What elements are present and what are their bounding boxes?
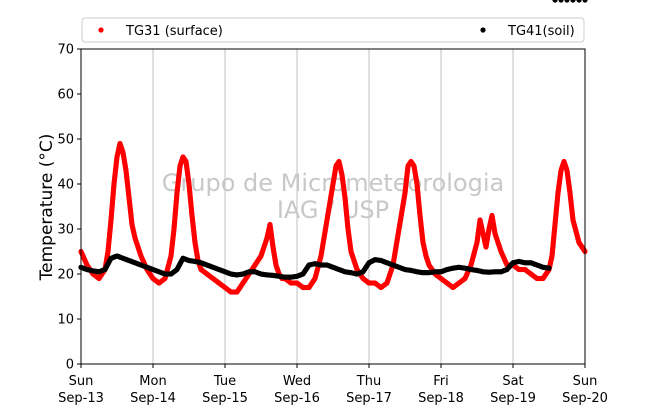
x-tick-label-date: Sep-18 (418, 391, 464, 406)
x-tick-label-date: Sep-20 (562, 391, 608, 406)
data-point (570, 0, 576, 3)
data-point (576, 0, 582, 3)
y-tick-label: 20 (57, 268, 74, 283)
data-series (78, 0, 588, 295)
y-tick-label: 0 (66, 358, 74, 373)
x-tick-label-day: Thu (356, 374, 381, 389)
x-grid (152, 49, 514, 364)
legend-label-soil: TG41(soil) (507, 24, 575, 39)
x-tick-label-day: Mon (139, 374, 166, 389)
y-tick-label: 70 (57, 43, 74, 58)
x-tick-label-date: Sep-14 (130, 391, 176, 406)
y-axis-label: Temperature (°C) (37, 134, 57, 282)
series-soil (78, 0, 588, 280)
y-tick-label: 40 (57, 178, 74, 193)
y-tick-label: 60 (57, 88, 74, 103)
x-tick-label-day: Wed (283, 374, 311, 389)
x-tick-label-date: Sep-13 (58, 391, 104, 406)
data-point (564, 0, 570, 3)
x-tick-label-day: Sun (69, 374, 94, 389)
watermark-line-2: IAG / USP (277, 196, 389, 224)
x-tick-label-date: Sep-16 (274, 391, 320, 406)
x-tick-label-day: Sun (573, 374, 598, 389)
legend-label-surface: TG31 (surface) (125, 24, 223, 39)
legend-box (81, 17, 585, 43)
legend-marker-soil (480, 27, 486, 33)
x-tick-label-day: Tue (213, 374, 236, 389)
series-surface (78, 140, 588, 295)
x-axis: Sun Sep-13 Mon Sep-14 Tue Sep-15 Wed Sep-16 Thu S… (58, 364, 608, 406)
x-tick-label-day: Sat (502, 374, 523, 389)
plot-frame (80, 48, 586, 365)
y-tick-label: 10 (57, 313, 74, 328)
y-tick-label: 50 (57, 133, 74, 148)
data-point (558, 0, 564, 3)
x-tick-label-date: Sep-17 (346, 391, 392, 406)
y-axis: 0 10 20 30 40 50 60 70 (57, 43, 81, 373)
data-point (552, 0, 558, 3)
legend-marker-surface (98, 27, 104, 33)
data-point (582, 0, 588, 3)
x-tick-label-day: Fri (433, 374, 449, 389)
legend: TG31 (surface) TG41(soil) (81, 17, 585, 43)
x-tick-label-date: Sep-15 (202, 391, 248, 406)
y-tick-label: 30 (57, 223, 74, 238)
data-point (546, 265, 552, 271)
x-tick-label-date: Sep-19 (490, 391, 536, 406)
